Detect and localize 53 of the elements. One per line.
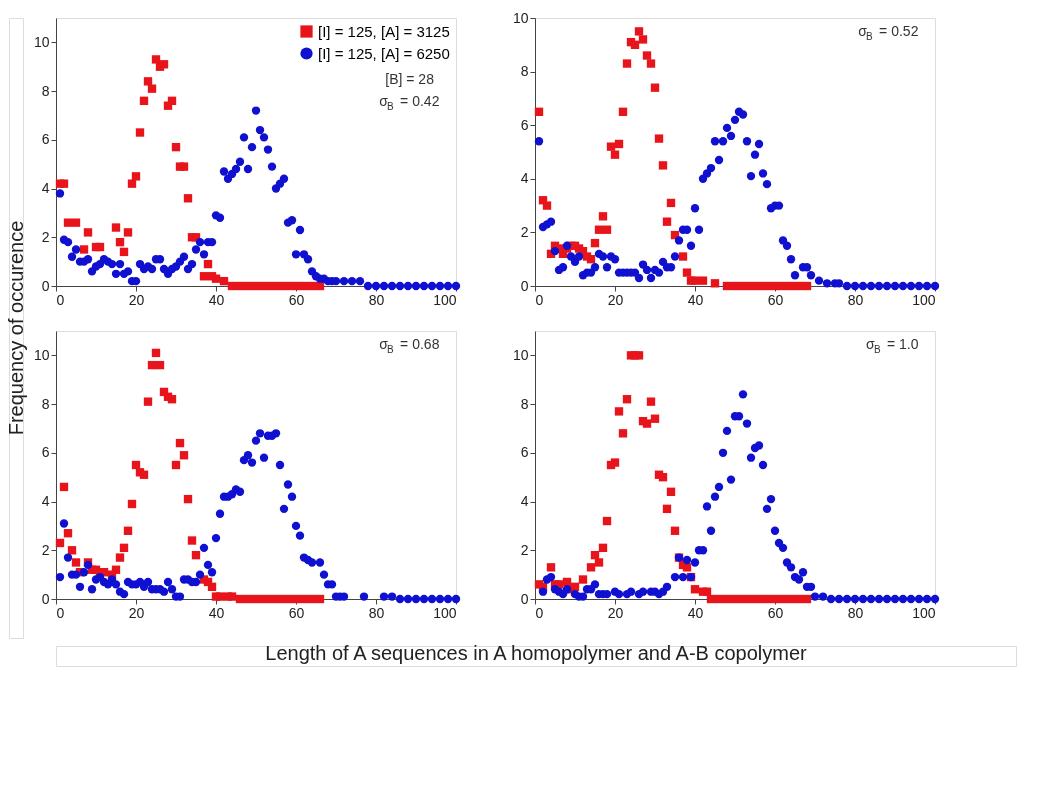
x-tick-label: 40: [687, 604, 704, 621]
x-tick-label: 0: [535, 604, 544, 621]
y-tick-label: 4: [41, 180, 50, 197]
x-tick-label: 40: [208, 604, 225, 621]
y-tick-label: 8: [520, 395, 529, 412]
x-tick-label: 80: [368, 291, 385, 308]
x-tick-label: 0: [535, 291, 544, 308]
x-tick-label: 80: [368, 604, 385, 621]
y-tick-label: 8: [41, 395, 50, 412]
y-tick-label: 4: [520, 170, 529, 187]
y-tick-label: 0: [520, 277, 529, 294]
x-tick-label: 80: [847, 604, 864, 621]
y-tick-label: 8: [41, 82, 50, 99]
y-tick-label: 6: [41, 444, 50, 461]
y-tick-label: 4: [520, 493, 529, 510]
x-tick-label: 20: [607, 291, 624, 308]
y-tick-label: 10: [33, 33, 50, 50]
x-tick-label: 0: [56, 291, 65, 308]
y-tick-label: 4: [41, 493, 50, 510]
y-tick-label: 2: [41, 541, 50, 558]
x-tick-label: 100: [912, 604, 936, 621]
y-tick-label: 0: [41, 277, 50, 294]
y-tick-label: 10: [512, 9, 529, 26]
x-tick-label: 20: [128, 604, 145, 621]
y-tick-label: 10: [33, 346, 50, 363]
x-tick-label: 100: [433, 291, 457, 308]
y-tick-label: 2: [520, 223, 529, 240]
x-tick-label: 100: [433, 604, 457, 621]
legend-label: [I] = 125, [A] = 3125: [318, 22, 450, 40]
y-tick-label: 0: [520, 590, 529, 607]
x-tick-label: 80: [847, 291, 864, 308]
x-tick-label: 60: [288, 604, 305, 621]
annotation: [B] = 28: [385, 71, 435, 87]
y-tick-label: 8: [520, 63, 529, 80]
y-tick-label: 0: [41, 590, 50, 607]
x-tick-label: 40: [208, 291, 225, 308]
x-tick-label: 100: [912, 291, 936, 308]
x-tick-label: 20: [128, 291, 145, 308]
x-tick-label: 60: [767, 291, 784, 308]
y-axis-title: Frequency of occurence: [5, 220, 27, 436]
y-tick-label: 6: [520, 116, 529, 133]
legend-label: [I] = 125, [A] = 6250: [318, 44, 450, 62]
x-tick-label: 20: [607, 604, 624, 621]
x-tick-label: 60: [288, 291, 305, 308]
x-axis-title: Length of A sequences in A homopolymer and A-B copolymer: [265, 642, 808, 664]
y-tick-label: 2: [41, 228, 50, 245]
x-tick-label: 60: [767, 604, 784, 621]
y-tick-label: 10: [512, 346, 529, 363]
x-tick-label: 0: [56, 604, 65, 621]
y-tick-label: 6: [520, 444, 529, 461]
x-tick-label: 40: [687, 291, 704, 308]
y-tick-label: 2: [520, 541, 529, 558]
y-tick-label: 6: [41, 131, 50, 148]
